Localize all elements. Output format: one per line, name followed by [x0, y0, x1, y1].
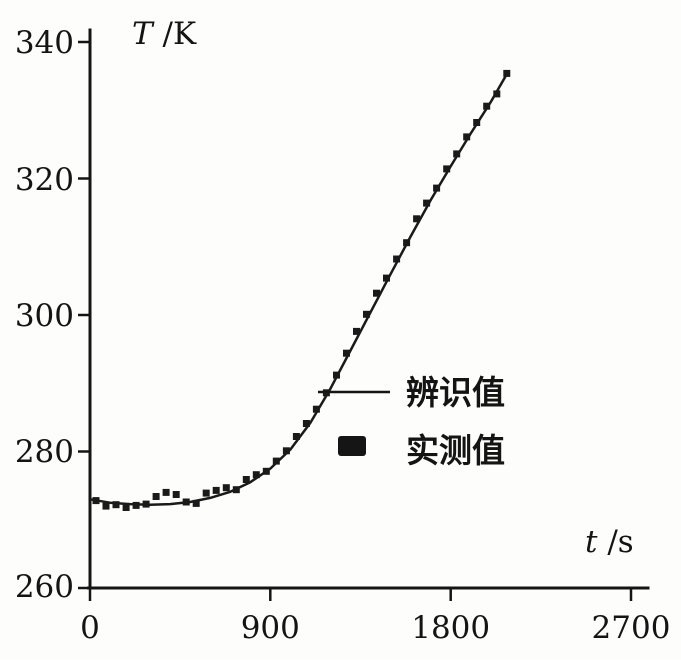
- ytick-label-340: 340: [15, 25, 74, 61]
- measured-data-point: [443, 165, 451, 173]
- xtick-label-900: 900: [241, 610, 300, 646]
- measured-data-point: [282, 447, 290, 455]
- measured-data-point: [383, 274, 390, 282]
- measured-data-point: [493, 90, 501, 98]
- measured-data-point: [262, 467, 270, 475]
- measured-data-point: [373, 289, 380, 297]
- measured-data-point: [353, 327, 360, 335]
- measured-data-point: [393, 255, 401, 263]
- measured-data-point: [343, 349, 350, 357]
- measured-data-point: [463, 133, 471, 141]
- identified-curve: [89, 73, 508, 506]
- measured-data-point: [112, 501, 120, 509]
- legend-label-measured: 实测值: [406, 431, 505, 470]
- measured-data-point: [453, 150, 461, 158]
- ytick-label-320: 320: [15, 162, 74, 198]
- plot-series: [89, 69, 511, 511]
- measured-data-point: [403, 239, 411, 247]
- measured-data-point: [232, 486, 240, 494]
- measured-data-point: [292, 433, 300, 440]
- measured-data-point: [413, 215, 421, 223]
- legend-label-identified: 辨识值: [406, 373, 505, 412]
- measured-data-point: [272, 457, 280, 465]
- measured-data-point: [122, 504, 130, 511]
- measured-data-point: [142, 500, 150, 508]
- measured-data-point: [152, 493, 160, 500]
- measured-data-point: [222, 484, 230, 492]
- measured-data-point: [473, 119, 481, 126]
- measured-data-point: [172, 491, 180, 498]
- legend-square-marker: [338, 436, 366, 456]
- measured-data-point: [102, 502, 110, 510]
- measured-data-point: [363, 310, 370, 318]
- measured-data-point: [433, 184, 441, 192]
- measured-data-point: [202, 489, 210, 497]
- measured-data-point: [333, 371, 340, 379]
- measured-data-point: [503, 69, 511, 77]
- ytick-label-300: 300: [15, 298, 74, 334]
- measured-data-point: [242, 476, 250, 483]
- legend: 辨识值 实测值: [318, 373, 505, 470]
- measured-data-point: [252, 471, 260, 479]
- ytick-label-280: 280: [15, 434, 74, 470]
- xtick-label-1800: 1800: [411, 610, 490, 646]
- measured-data-point: [423, 199, 431, 207]
- x-axis-title: t /s: [585, 524, 634, 560]
- measured-data-point: [182, 498, 190, 506]
- measured-data-point: [132, 501, 140, 509]
- xtick-label-2700: 2700: [592, 610, 671, 646]
- xtick-label-0: 0: [80, 610, 100, 646]
- measured-data-point: [212, 486, 220, 494]
- measured-data-point: [162, 488, 170, 496]
- ytick-label-260: 260: [15, 569, 74, 605]
- measured-data-point: [302, 420, 310, 427]
- y-axis-title: T /K: [132, 16, 197, 52]
- measured-data-point: [312, 405, 320, 413]
- measured-data-point: [192, 499, 200, 507]
- measured-data-point: [483, 102, 491, 110]
- measured-data-point: [92, 497, 100, 505]
